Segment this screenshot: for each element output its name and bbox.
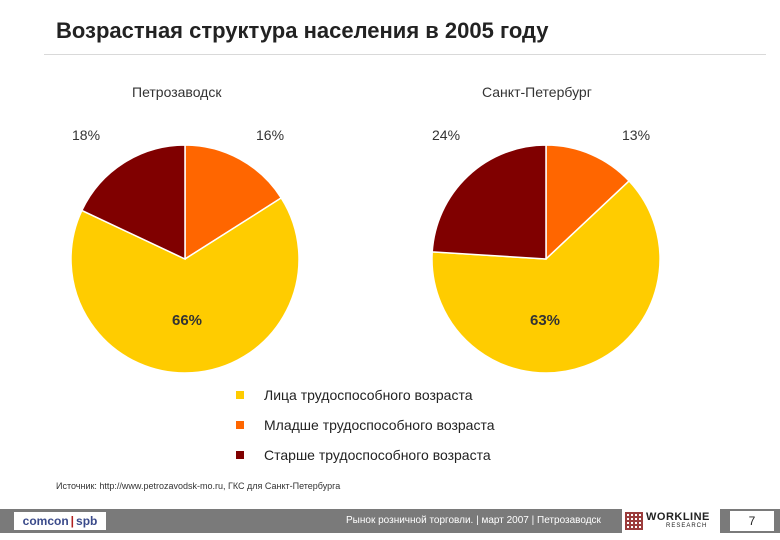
legend-item-younger: Младше трудоспособного возраста <box>236 410 495 440</box>
legend-swatch-younger <box>236 421 244 429</box>
source-note: Источник: http://www.petrozavodsk-mo.ru,… <box>56 481 341 491</box>
pie2-slice-younger <box>545 144 631 261</box>
pie1-label-younger: 16% <box>256 127 285 143</box>
legend-item-older: Старше трудоспособного возраста <box>236 440 495 470</box>
legend-item-working: Лица трудоспособного возраста <box>236 380 495 410</box>
footer-text: Рынок розничной торговли. | март 2007 | … <box>346 515 601 526</box>
workline-logo-name: WORKLINE <box>646 511 710 523</box>
pie1-label-older: 18% <box>72 127 101 143</box>
pie1-label-working: 66% <box>172 312 203 329</box>
legend-label-younger: Младше трудоспособного возраста <box>264 417 495 433</box>
workline-logo-sub: RESEARCH <box>666 523 708 529</box>
comcon-logo-text: comcon <box>22 514 69 528</box>
pie1-slice-working <box>70 196 300 374</box>
legend-label-older: Старше трудоспособного возраста <box>264 447 491 463</box>
pie1-slice-older <box>80 144 186 261</box>
comcon-logo-separator: | <box>70 514 75 528</box>
chart-title-petrozavodsk: Петрозаводск <box>132 84 222 100</box>
pie2-label-older: 24% <box>432 127 461 143</box>
title-divider <box>44 54 766 55</box>
comcon-logo: comcon | spb <box>14 512 106 530</box>
pie2-label-younger: 13% <box>622 127 651 143</box>
legend-swatch-older <box>236 451 244 459</box>
workline-logo: WORKLINE RESEARCH <box>622 509 720 533</box>
legend-label-working: Лица трудоспособного возраста <box>264 387 473 403</box>
workline-grid-icon <box>625 512 643 530</box>
legend: Лица трудоспособного возраста Младше тру… <box>236 380 495 470</box>
legend-swatch-working <box>236 391 244 399</box>
chart-title-spb: Санкт-Петербург <box>482 84 592 100</box>
pie2-slice-older <box>431 144 547 260</box>
comcon-logo-spb: spb <box>76 514 98 528</box>
page-title: Возрастная структура населения в 2005 го… <box>56 18 549 43</box>
pie1-slice-younger <box>184 144 283 261</box>
page-number: 7 <box>730 511 774 531</box>
pie2-label-working: 63% <box>530 312 561 329</box>
pie2-slice-working <box>431 179 661 374</box>
